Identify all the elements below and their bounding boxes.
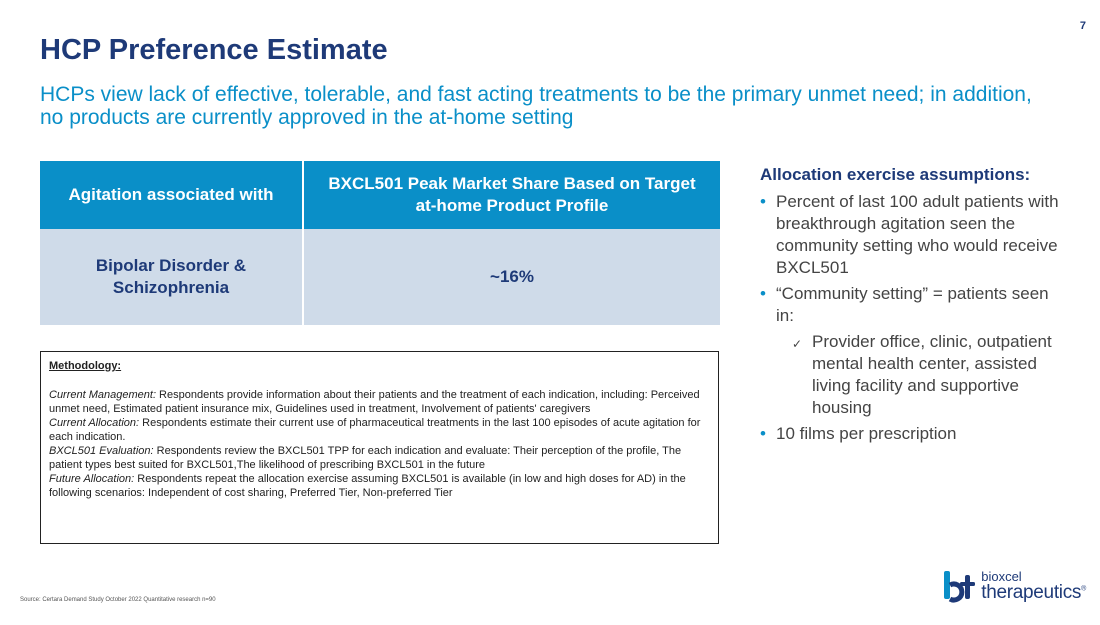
list-item: • “Community setting” = patients seen in…	[760, 283, 1060, 419]
list-item: • Percent of last 100 adult patients wit…	[760, 191, 1060, 279]
cell-peak-share: ~16%	[303, 229, 720, 325]
assumptions-list: • Percent of last 100 adult patients wit…	[760, 191, 1060, 445]
assumptions-heading: Allocation exercise assumptions:	[760, 165, 1031, 184]
list-item-text: 10 films per prescription	[776, 424, 957, 443]
registered-mark: ®	[1081, 585, 1086, 593]
logo-text-big-word: therapeutics	[981, 582, 1082, 603]
header-peak-share: BXCL501 Peak Market Share Based on Targe…	[303, 161, 720, 229]
table-row: Bipolar Disorder & Schizophrenia ~16%	[40, 229, 720, 325]
methodology-term: BXCL501 Evaluation:	[49, 445, 154, 457]
list-item-text: Percent of last 100 adult patients with …	[776, 192, 1059, 277]
methodology-entry: Current Allocation: Respondents estimate…	[49, 416, 710, 444]
methodology-entry: Current Management: Respondents provide …	[49, 388, 710, 416]
methodology-text: Respondents repeat the allocation exerci…	[49, 473, 686, 499]
methodology-box: Methodology: Current Management: Respond…	[40, 351, 719, 544]
page-number: 7	[1079, 20, 1086, 32]
bullet-dot-icon: •	[760, 192, 766, 211]
header-indication: Agitation associated with	[40, 161, 304, 229]
methodology-entry: Future Allocation: Respondents repeat th…	[49, 472, 710, 500]
logo-text-small: bioxcel	[981, 569, 1022, 584]
table-header-row: Agitation associated with BXCL501 Peak M…	[40, 161, 720, 229]
page-subtitle: HCPs view lack of effective, tolerable, …	[40, 83, 1032, 129]
company-logo: bioxcel therapeutics®	[941, 569, 1086, 603]
methodology-text: Respondents review the BXCL501 TPP for e…	[49, 445, 682, 471]
list-item-text: “Community setting” = patients seen in:	[776, 284, 1049, 325]
market-share-table: Agitation associated with BXCL501 Peak M…	[40, 161, 720, 325]
page-title: HCP Preference Estimate	[40, 34, 388, 66]
list-item: • 10 films per prescription	[760, 423, 1060, 445]
source-footnote: Source: Certara Demand Study October 202…	[20, 597, 216, 603]
methodology-heading: Methodology:	[49, 360, 122, 372]
methodology-text: Respondents estimate their current use o…	[49, 417, 701, 443]
assumptions-panel: Allocation exercise assumptions: • Perce…	[760, 165, 1060, 449]
sub-list-item: ✓ Provider office, clinic, outpatient me…	[776, 331, 1060, 419]
logo-text: bioxcel therapeutics®	[981, 570, 1086, 602]
methodology-term: Current Allocation:	[49, 417, 140, 429]
logo-text-big: therapeutics®	[981, 583, 1086, 602]
methodology-text: Respondents provide information about th…	[49, 389, 700, 415]
cell-indication: Bipolar Disorder & Schizophrenia	[40, 229, 304, 325]
methodology-term: Current Management:	[49, 389, 156, 401]
checkmark-icon: ✓	[792, 337, 803, 351]
bullet-dot-icon: •	[760, 284, 766, 303]
sub-list: ✓ Provider office, clinic, outpatient me…	[776, 331, 1060, 419]
bt-logo-icon	[944, 571, 976, 603]
methodology-term: Future Allocation:	[49, 473, 135, 485]
bullet-dot-icon: •	[760, 424, 766, 443]
sub-list-item-text: Provider office, clinic, outpatient ment…	[812, 332, 1052, 417]
methodology-entry: BXCL501 Evaluation: Respondents review t…	[49, 444, 710, 472]
